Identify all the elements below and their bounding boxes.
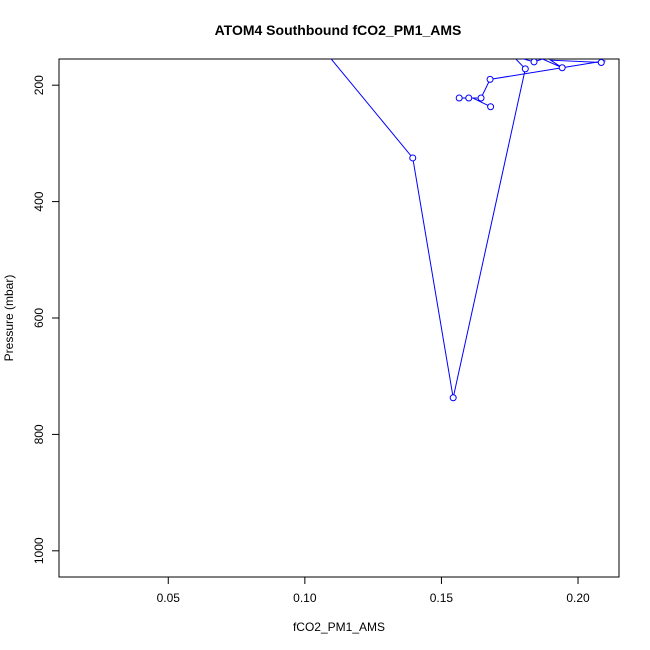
y-tick-label: 200 bbox=[32, 75, 46, 95]
x-axis: 0.05 0.10 0.15 0.20 bbox=[157, 576, 590, 605]
y-axis-label: Pressure (mbar) bbox=[2, 275, 16, 362]
data-point bbox=[558, 64, 566, 72]
data-point bbox=[455, 94, 463, 102]
x-tick-label: 0.10 bbox=[293, 591, 317, 605]
x-axis-label: fCO2_PM1_AMS bbox=[293, 620, 385, 634]
data-point bbox=[597, 59, 605, 66]
plot-area bbox=[330, 59, 606, 402]
data-point bbox=[465, 94, 473, 102]
y-tick-label: 400 bbox=[32, 191, 46, 211]
x-tick-label: 0.05 bbox=[157, 591, 181, 605]
data-point bbox=[486, 75, 494, 83]
chart-title: ATOM4 Southbound fCO2_PM1_AMS bbox=[215, 22, 462, 38]
y-tick-label: 600 bbox=[32, 308, 46, 328]
y-axis: 200 400 600 800 1000 bbox=[32, 75, 60, 564]
series-line bbox=[330, 59, 606, 398]
data-point bbox=[409, 154, 417, 162]
data-point bbox=[521, 65, 529, 73]
y-tick-label: 1000 bbox=[32, 537, 46, 564]
data-point bbox=[487, 103, 495, 111]
data-point bbox=[449, 394, 457, 402]
x-tick-label: 0.20 bbox=[566, 591, 590, 605]
y-tick-label: 800 bbox=[32, 424, 46, 444]
plot-frame bbox=[58, 58, 620, 578]
data-point bbox=[530, 59, 538, 66]
x-tick-label: 0.15 bbox=[430, 591, 454, 605]
data-point bbox=[477, 94, 485, 102]
